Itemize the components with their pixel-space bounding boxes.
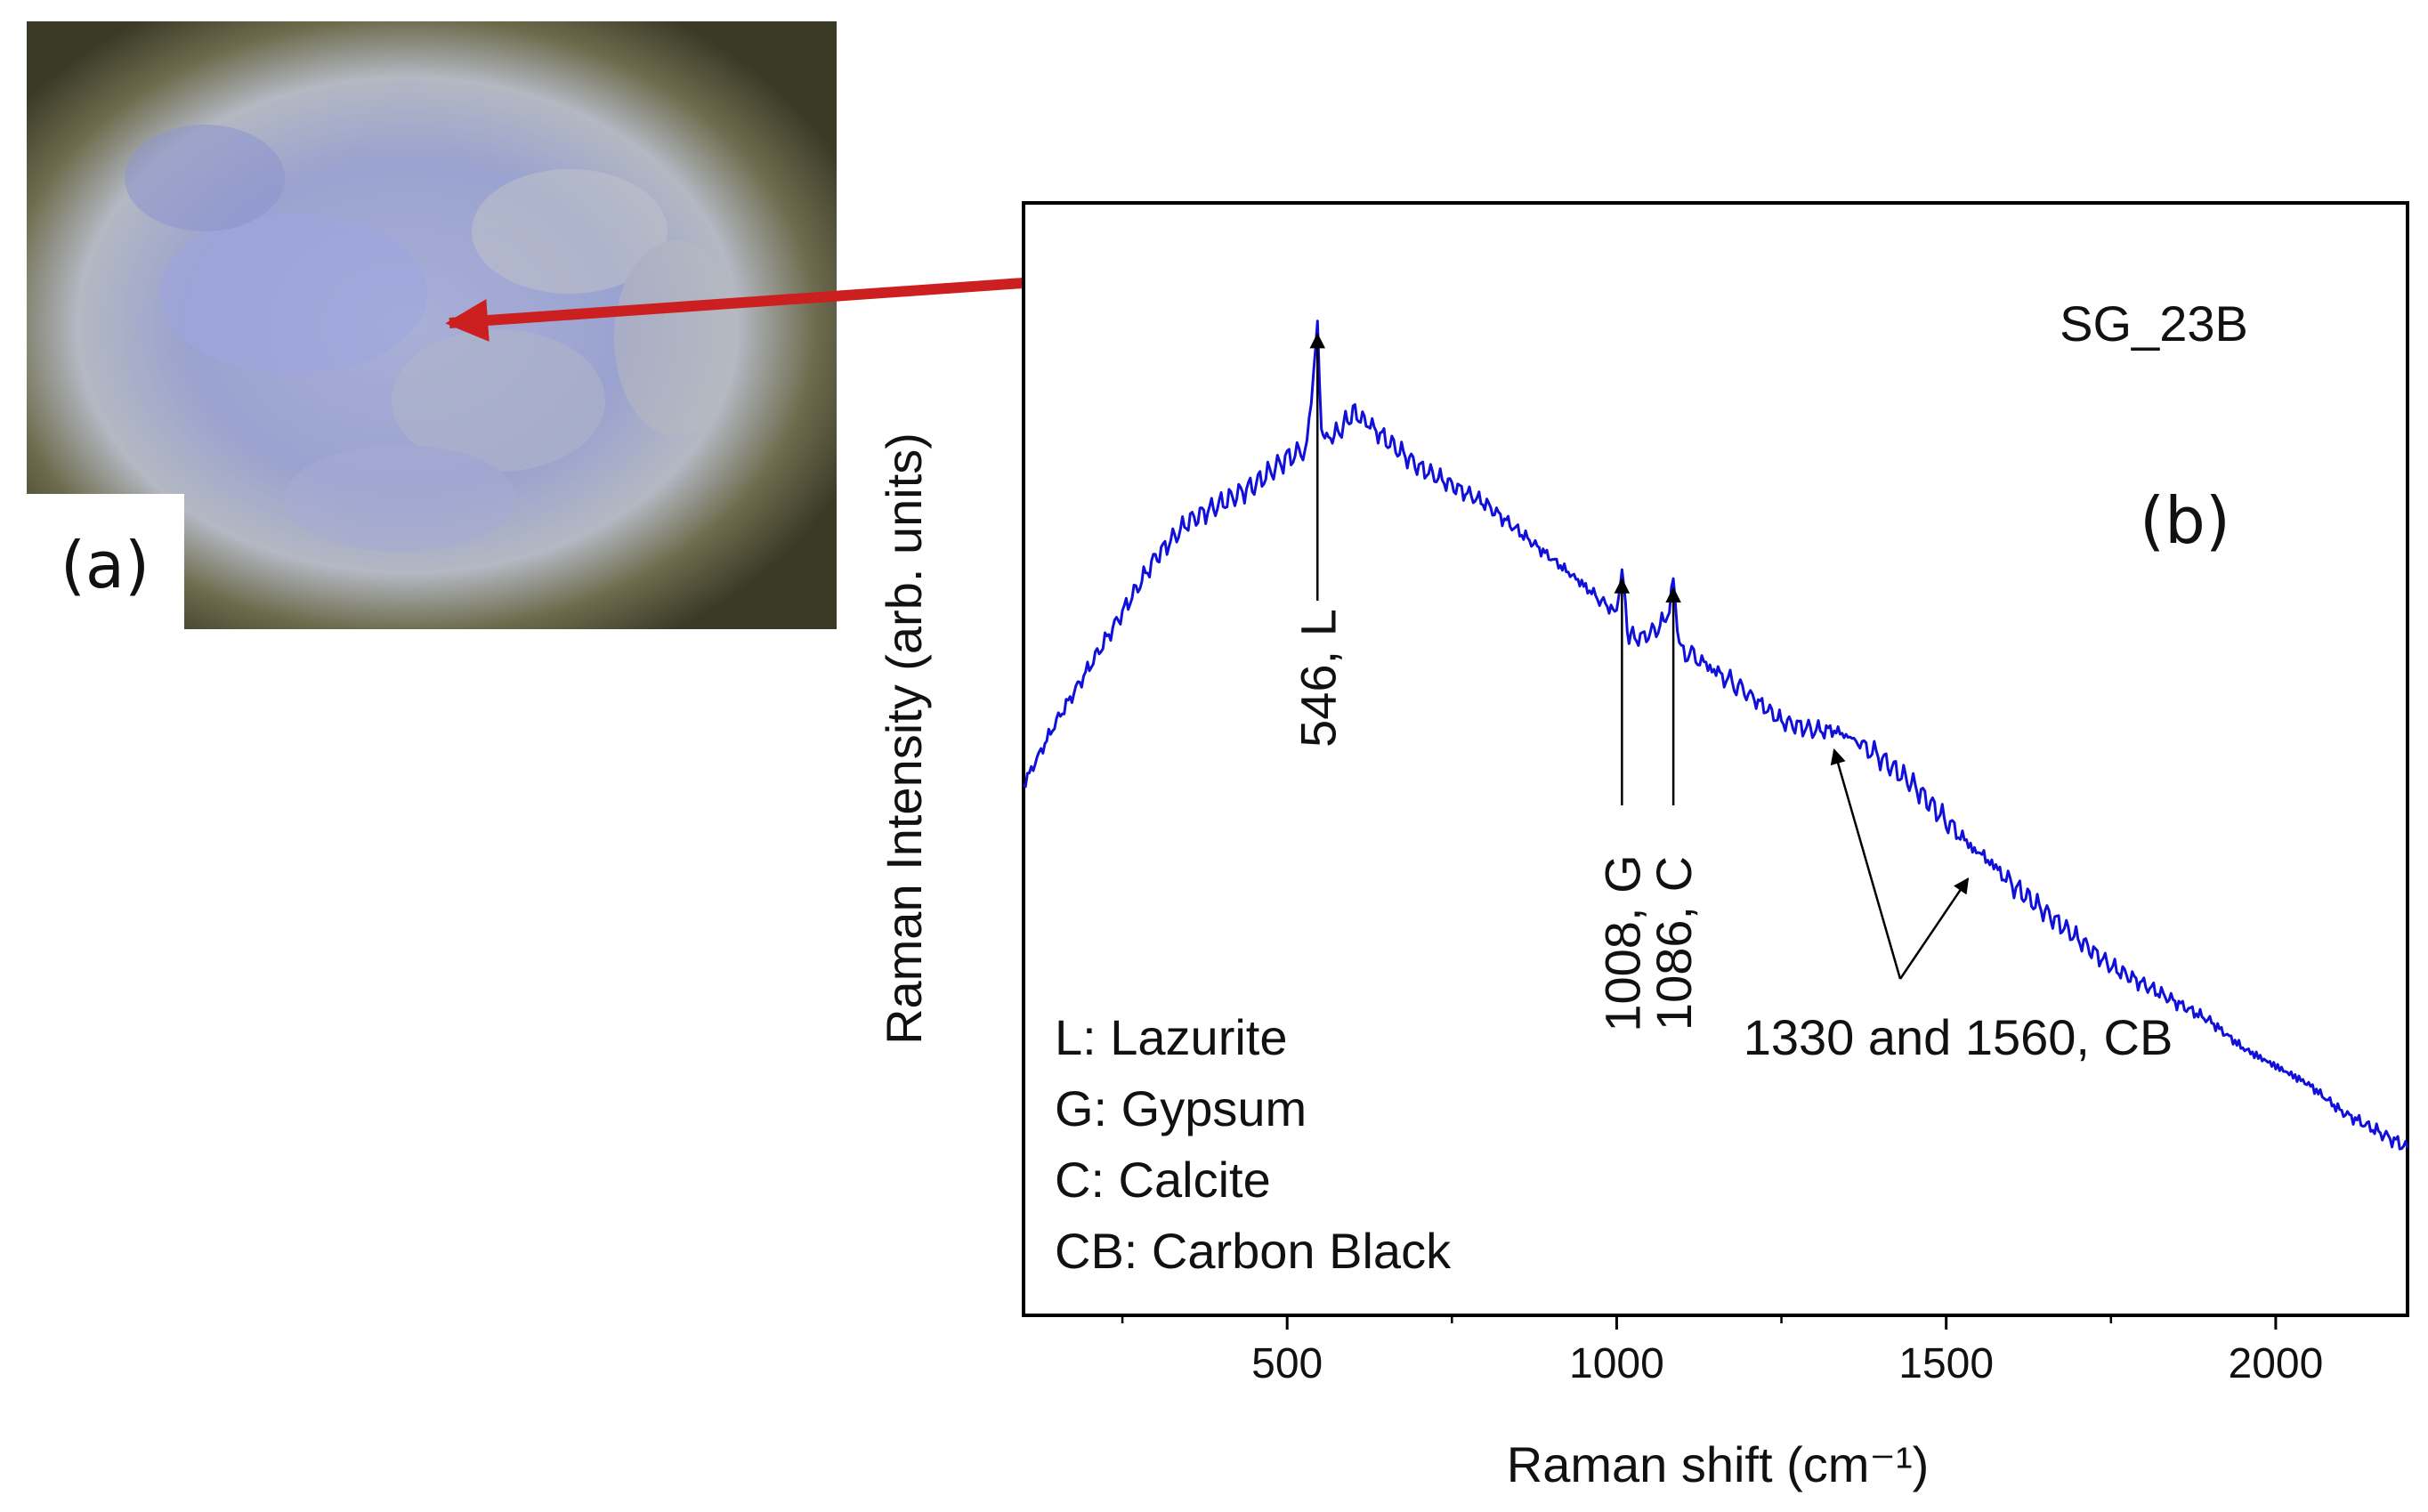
- y-axis-title: Raman Intensity (arb. units): [876, 433, 932, 1045]
- panel-a-label-box: [27, 494, 184, 629]
- annotation-label-546: 546, L: [1290, 609, 1346, 748]
- annotation-label-1086: 1086, C: [1646, 856, 1702, 1031]
- x-tick-label-1000: 1000: [1569, 1340, 1664, 1387]
- raman-chart: Raman Intensity (arb. units) Raman shift…: [876, 201, 2409, 1492]
- annotation-calcite: 1086, C: [1646, 586, 1702, 1031]
- panel-b-label: (b): [2140, 483, 2230, 558]
- annotation-label-1008: 1008, G: [1594, 854, 1650, 1031]
- x-tick-label-1500: 1500: [1898, 1340, 1994, 1387]
- x-axis-ticks: 500 1000 1500 2000: [1121, 1315, 2324, 1387]
- legend: L: Lazurite G: Gypsum C: Calcite CB: Car…: [1055, 1009, 1452, 1279]
- legend-line-calcite: C: Calcite: [1055, 1152, 1271, 1208]
- annotation-carbon-black: 1330 and 1560, CB: [1744, 748, 2173, 1065]
- series-line-spectrum: [1022, 319, 2409, 1151]
- x-axis-title: Raman shift (cm⁻¹): [1507, 1436, 1930, 1492]
- annotation-label-cb: 1330 and 1560, CB: [1744, 1009, 2173, 1065]
- pointer-arrow: [445, 278, 1024, 342]
- x-tick-label-2000: 2000: [2229, 1340, 2324, 1387]
- legend-line-lazurite: L: Lazurite: [1055, 1009, 1288, 1065]
- legend-line-gypsum: G: Gypsum: [1055, 1080, 1307, 1136]
- legend-line-carbon-black: CB: Carbon Black: [1055, 1223, 1452, 1279]
- plot-frame: [1022, 201, 2409, 1317]
- micrograph-texture: [125, 125, 739, 552]
- x-tick-label-500: 500: [1251, 1340, 1323, 1387]
- sample-label: SG_23B: [2060, 295, 2248, 352]
- micrograph-panel: (a): [27, 21, 837, 629]
- annotation-arrow-1330: [1830, 748, 1902, 980]
- annotation-arrow-1560: [1898, 877, 1970, 980]
- panel-a-label: (a): [61, 528, 150, 602]
- annotation-gypsum: 1008, G: [1594, 578, 1650, 1032]
- annotation-lazurite: 546, L: [1290, 332, 1346, 748]
